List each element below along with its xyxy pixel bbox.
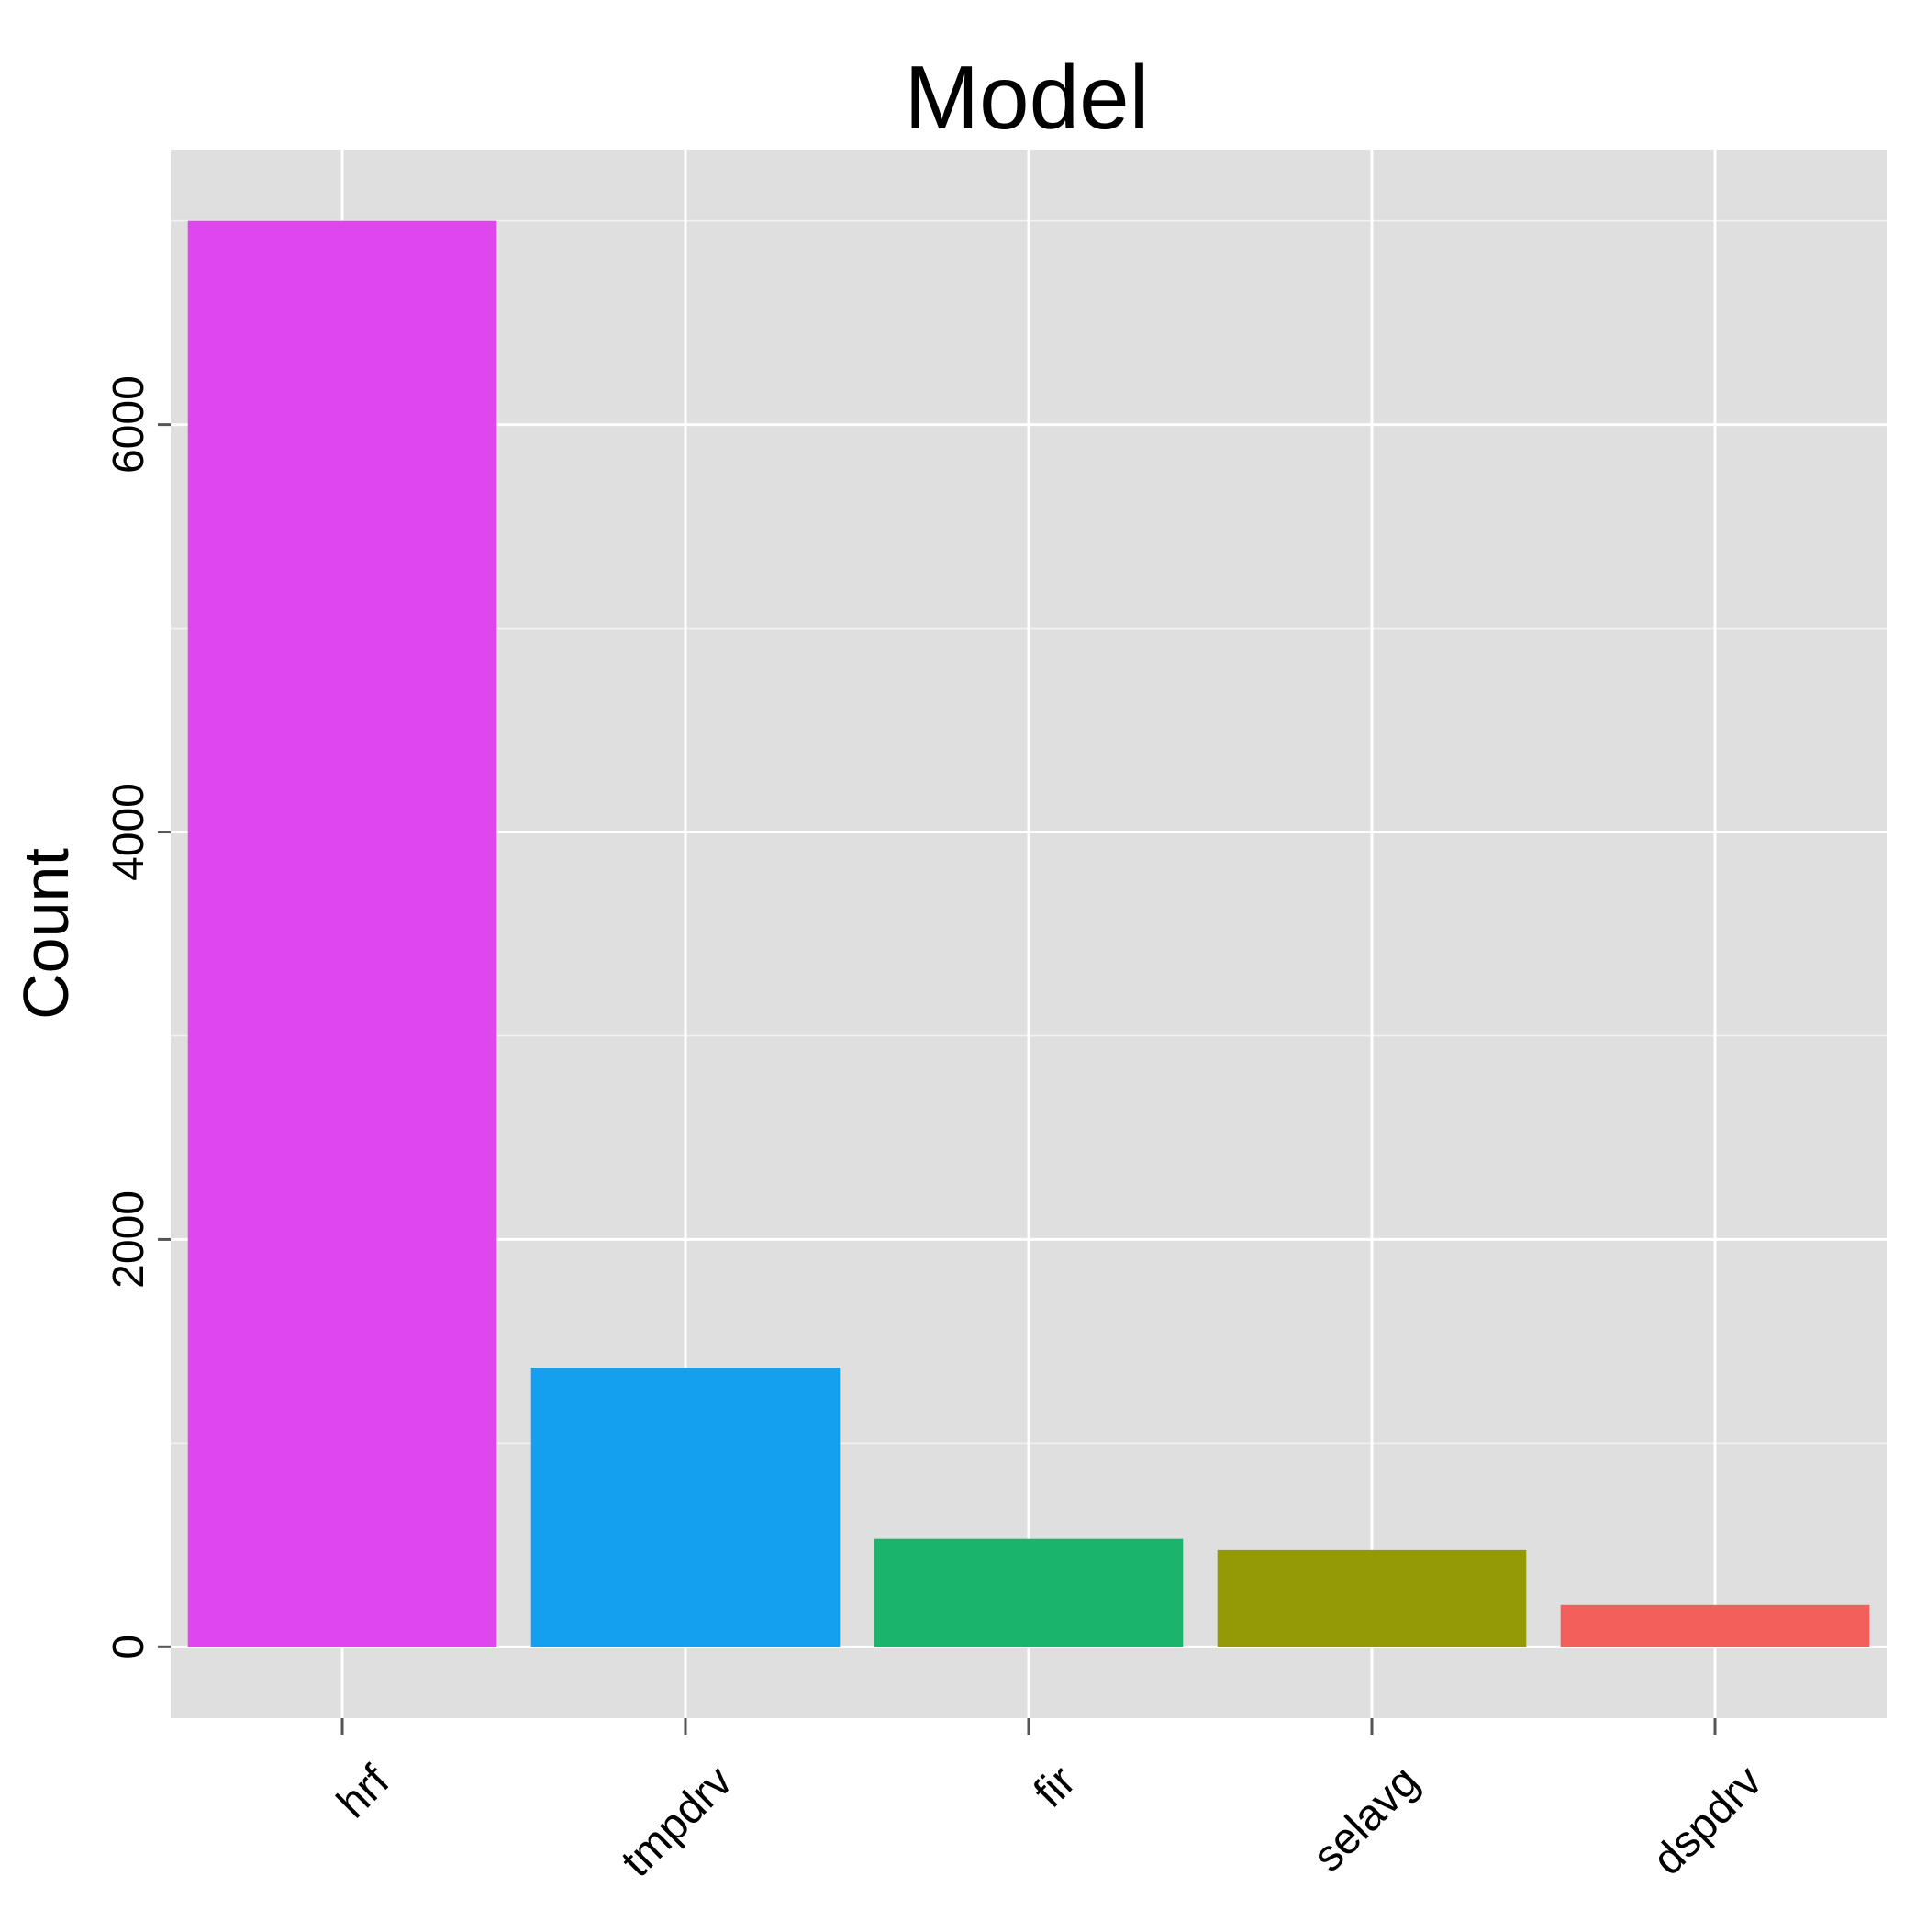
- bar-fir: [874, 1538, 1184, 1647]
- x-axis-ticks: hrf tmpdrv fir selavg dspdrv: [328, 1718, 1772, 1886]
- x-tick-label: selavg: [1304, 1757, 1429, 1882]
- x-tick-label: fir: [1025, 1757, 1086, 1817]
- x-tick-label: dspdrv: [1643, 1757, 1771, 1884]
- bar-dspdrv: [1560, 1604, 1870, 1647]
- y-tick-label: 4000: [105, 783, 153, 881]
- bars: [187, 220, 1870, 1647]
- y-tick-label: 2000: [105, 1190, 153, 1289]
- bar-hrf: [187, 220, 497, 1647]
- y-axis-label: Count: [10, 848, 82, 1020]
- y-axis-ticks: 0 2000 4000 6000: [105, 375, 171, 1659]
- x-tick-label: tmpdrv: [612, 1757, 741, 1886]
- chart-title: Model: [905, 47, 1150, 148]
- y-tick-label: 0: [105, 1635, 153, 1659]
- y-tick-label: 6000: [105, 375, 153, 474]
- x-tick-label: hrf: [328, 1757, 399, 1828]
- bar-tmpdrv: [530, 1368, 841, 1647]
- bar-selavg: [1217, 1549, 1527, 1647]
